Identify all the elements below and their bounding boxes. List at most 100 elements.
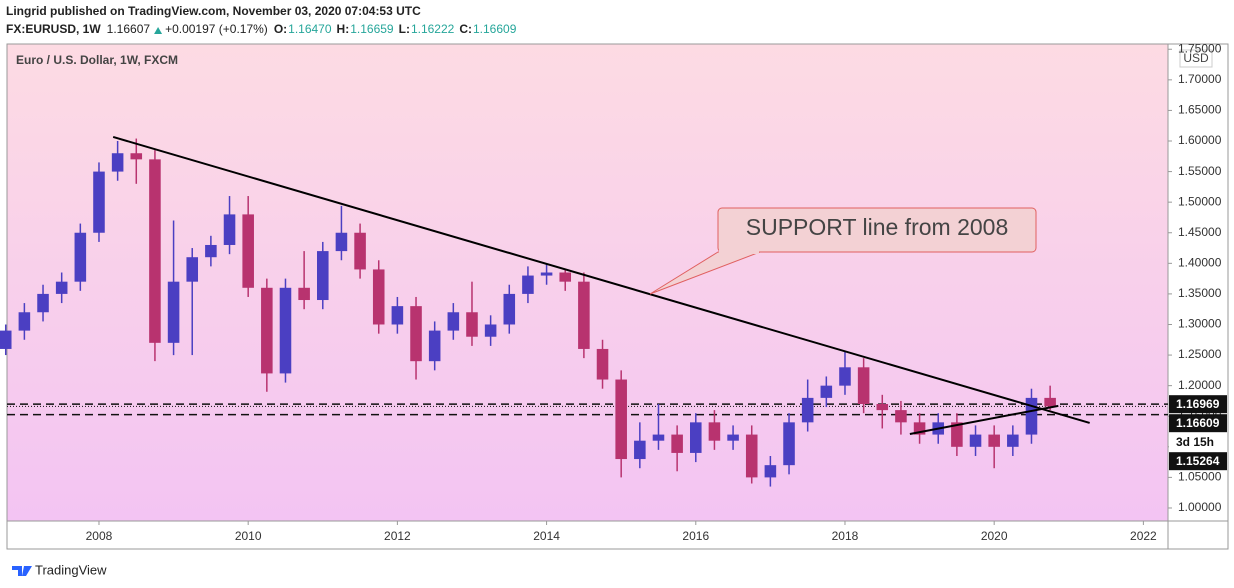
x-tick-label: 2020 <box>981 529 1008 543</box>
currency: USD <box>1183 51 1209 65</box>
y-tick-label: 1.60000 <box>1178 133 1222 147</box>
price-label-box <box>1169 414 1227 433</box>
trendline <box>112 136 1090 424</box>
x-tick-label: 2010 <box>235 529 262 543</box>
header: Lingrid published on TradingView.com, No… <box>6 4 421 18</box>
candle-body <box>447 312 460 331</box>
candle-body <box>186 257 199 282</box>
ohlc-value: 1.16609 <box>473 22 517 36</box>
candle-body <box>1007 434 1019 447</box>
price-label-box <box>1169 395 1227 414</box>
candle-body <box>223 214 236 245</box>
x-tick-label: 2012 <box>384 529 411 543</box>
candle-body <box>261 287 273 374</box>
candle-body <box>801 397 814 423</box>
ohlc-label: C: <box>459 22 472 36</box>
candle-body <box>652 434 665 441</box>
candle-body <box>634 440 646 460</box>
candle-body <box>690 422 702 453</box>
candle-body <box>335 232 348 252</box>
y-tick-label: 1.30000 <box>1178 317 1222 331</box>
candle-body <box>93 171 105 233</box>
y-tick-label: 1.40000 <box>1178 255 1222 269</box>
candle-body <box>354 232 366 270</box>
candle-body <box>1025 397 1038 435</box>
y-tick-label: 1.05000 <box>1178 470 1222 484</box>
x-tick-label: 2014 <box>533 529 560 543</box>
candle-body <box>111 153 124 172</box>
ohlc-value: 1.16659 <box>350 22 394 36</box>
candle-body <box>37 293 49 313</box>
candle-body <box>410 306 422 362</box>
ohlc-value: 1.16470 <box>288 22 332 36</box>
candle-body <box>988 434 1000 447</box>
marks <box>0 136 1168 487</box>
candle-body <box>298 287 310 301</box>
candle-body <box>969 434 982 447</box>
candle-body <box>913 422 926 435</box>
candle-body <box>745 434 758 478</box>
y-tick-label: 1.35000 <box>1178 286 1222 300</box>
logo-icon <box>12 566 32 576</box>
candle-body <box>1044 397 1056 407</box>
symbol: FX:EURUSD, 1W <box>6 22 101 36</box>
candle-body <box>727 434 739 441</box>
y-tick-label: 1.70000 <box>1178 72 1222 86</box>
y-tick-label: 1.65000 <box>1178 103 1222 117</box>
candle-body <box>559 272 572 282</box>
candle-body <box>820 385 833 398</box>
candle-body <box>895 410 907 423</box>
x-tick-label: 2008 <box>86 529 113 543</box>
candle-body <box>391 306 404 325</box>
y-tick-label: 1.75000 <box>1178 41 1222 55</box>
y-tick-label: 1.50000 <box>1178 194 1222 208</box>
candle-body <box>18 312 31 331</box>
candle-body <box>596 348 609 380</box>
y-tick-label: 1.20000 <box>1178 378 1222 392</box>
ohlc-label: H: <box>337 22 350 36</box>
candle-body <box>372 269 385 325</box>
currency-box <box>1179 49 1213 68</box>
candle-body <box>74 232 87 282</box>
last-price: 1.16607 <box>107 22 151 36</box>
countdown: 3d 15h <box>1176 435 1214 449</box>
y-tick-label: 1.45000 <box>1178 225 1222 239</box>
candle-body <box>522 275 534 294</box>
candle-body <box>149 159 161 343</box>
y-tick-label: 1.25000 <box>1178 347 1222 361</box>
chart-title: Euro / U.S. Dollar, 1W, FXCM <box>16 53 178 67</box>
up-arrow <box>154 27 163 34</box>
candle-body <box>503 293 516 325</box>
symbol-line: FX:EURUSD, 1W 1.16607 +0.00197 (+0.17%) O: 1… <box>6 22 517 36</box>
price-label: 1.16969 <box>1176 397 1220 411</box>
candle-body <box>484 324 497 337</box>
trendline <box>909 404 1059 435</box>
candle-body <box>317 251 329 301</box>
countdown-box <box>1169 433 1227 452</box>
ohlc-value: 1.16222 <box>411 22 455 36</box>
candle-body <box>428 330 441 362</box>
candle-body <box>167 281 180 343</box>
callout-text: SUPPORT line from 2008 <box>746 214 1009 240</box>
change: +0.00197 (+0.17%) <box>165 22 268 36</box>
x-tick-label: 2018 <box>832 529 859 543</box>
price-label: 1.16609 <box>1176 416 1220 430</box>
y-tick-label: 1.55000 <box>1178 164 1222 178</box>
callout-join <box>719 250 759 254</box>
candle-body <box>578 281 590 349</box>
candle-body <box>708 422 721 441</box>
candle-body <box>205 244 217 258</box>
x-tick-label: 2022 <box>1130 529 1157 543</box>
candle-body <box>783 422 795 466</box>
candle-body <box>55 281 68 294</box>
candle-body <box>0 330 12 349</box>
price-label-box <box>1169 452 1227 471</box>
candle-body <box>279 287 292 374</box>
candle-body <box>876 403 889 411</box>
candle-body <box>857 367 870 404</box>
candle-body <box>839 367 851 386</box>
callout-box <box>717 207 1037 253</box>
candle-body <box>130 153 143 160</box>
frame <box>6 43 1229 550</box>
